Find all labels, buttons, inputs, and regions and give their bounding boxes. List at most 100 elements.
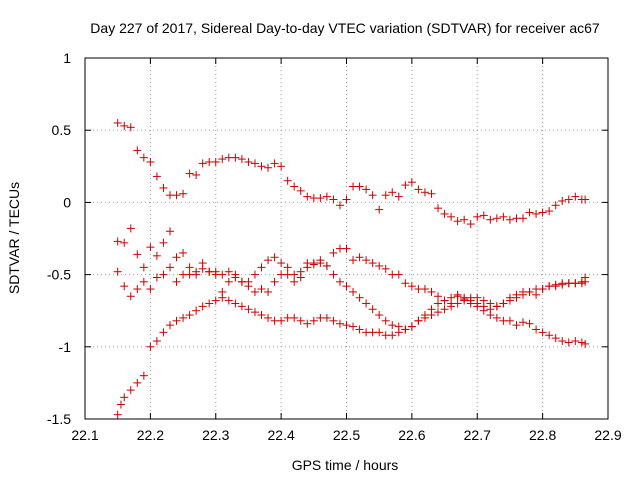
data-point (198, 302, 207, 311)
data-point (440, 209, 449, 218)
chart-title: Day 227 of 2017, Sidereal Day-to-day VTE… (90, 20, 600, 36)
data-point (113, 267, 122, 276)
data-point (519, 214, 528, 223)
data-point (165, 227, 174, 236)
data-point (244, 305, 253, 314)
data-point (329, 248, 338, 257)
data-point (342, 321, 351, 330)
data-point (368, 305, 377, 314)
data-point (492, 302, 501, 311)
data-point (316, 194, 325, 203)
data-point (159, 238, 168, 247)
data-point (466, 296, 475, 305)
data-point (185, 270, 194, 279)
data-point (538, 328, 547, 337)
data-point (512, 321, 521, 330)
data-point (453, 299, 462, 308)
data-point (581, 273, 590, 282)
grid (85, 58, 608, 419)
data-point (407, 282, 416, 291)
data-point (479, 302, 488, 311)
data-point (185, 263, 194, 272)
data-point (551, 334, 560, 343)
y-tick-label: -1 (59, 339, 72, 355)
data-point (349, 256, 358, 265)
data-point (519, 318, 528, 327)
data-point (355, 325, 364, 334)
data-point (113, 410, 122, 419)
data-point (257, 311, 266, 320)
data-point (427, 305, 436, 314)
data-point (165, 263, 174, 272)
data-point (486, 215, 495, 224)
data-point (303, 192, 312, 201)
data-point (545, 207, 554, 216)
data-point (133, 146, 142, 155)
data-point (394, 192, 403, 201)
data-point (120, 282, 129, 291)
data-point (179, 313, 188, 322)
data-point (303, 319, 312, 328)
data-point (126, 386, 135, 395)
x-tick-label: 22.9 (594, 427, 621, 443)
data-point (277, 316, 286, 325)
data-point (126, 292, 135, 301)
data-point (322, 261, 331, 270)
data-point (198, 264, 207, 273)
data-point (211, 157, 220, 166)
data-point (466, 220, 475, 229)
y-axis-title: SDTVAR / TECUs (6, 182, 22, 294)
data-point (564, 338, 573, 347)
data-point (571, 279, 580, 288)
data-point (505, 316, 514, 325)
data-point (277, 162, 286, 171)
data-point (296, 186, 305, 195)
data-point (447, 302, 456, 311)
data-point (420, 311, 429, 320)
x-tick-label: 22.3 (202, 427, 229, 443)
data-point (322, 313, 331, 322)
series-satellite-C (113, 253, 590, 334)
data-point (309, 260, 318, 269)
data-point (453, 290, 462, 299)
data-point (257, 285, 266, 294)
data-point (473, 299, 482, 308)
data-point (381, 316, 390, 325)
data-point (512, 293, 521, 302)
data-point (329, 316, 338, 325)
data-point (581, 195, 590, 204)
data-point (519, 290, 528, 299)
data-point (545, 331, 554, 340)
data-point (224, 296, 233, 305)
data-point (551, 201, 560, 210)
y-tick-label: 0.5 (52, 122, 72, 138)
data-point (453, 217, 462, 226)
data-point (538, 208, 547, 217)
data-point (342, 244, 351, 253)
data-point (388, 321, 397, 330)
data-point (349, 322, 358, 331)
data-point (581, 339, 590, 348)
data-point (564, 195, 573, 204)
data-point (139, 371, 148, 380)
data-point (499, 299, 508, 308)
data-point (113, 118, 122, 127)
data-point (244, 277, 253, 286)
data-point (250, 308, 259, 317)
data-point (335, 319, 344, 328)
data-point (296, 316, 305, 325)
data-point (381, 191, 390, 200)
data-point (427, 189, 436, 198)
data-point (120, 238, 129, 247)
data-point (551, 282, 560, 291)
data-point (159, 270, 168, 279)
data-point (388, 331, 397, 340)
data-point (159, 183, 168, 192)
data-point (172, 191, 181, 200)
data-point (231, 153, 240, 162)
data-point (139, 277, 148, 286)
axis-ticks: 22.1 22.2 22.3 22.4 22.5 22.6 22.7 22.8 22.9 -1.5… (47, 50, 622, 443)
data-point (192, 267, 201, 276)
data-point (146, 342, 155, 351)
